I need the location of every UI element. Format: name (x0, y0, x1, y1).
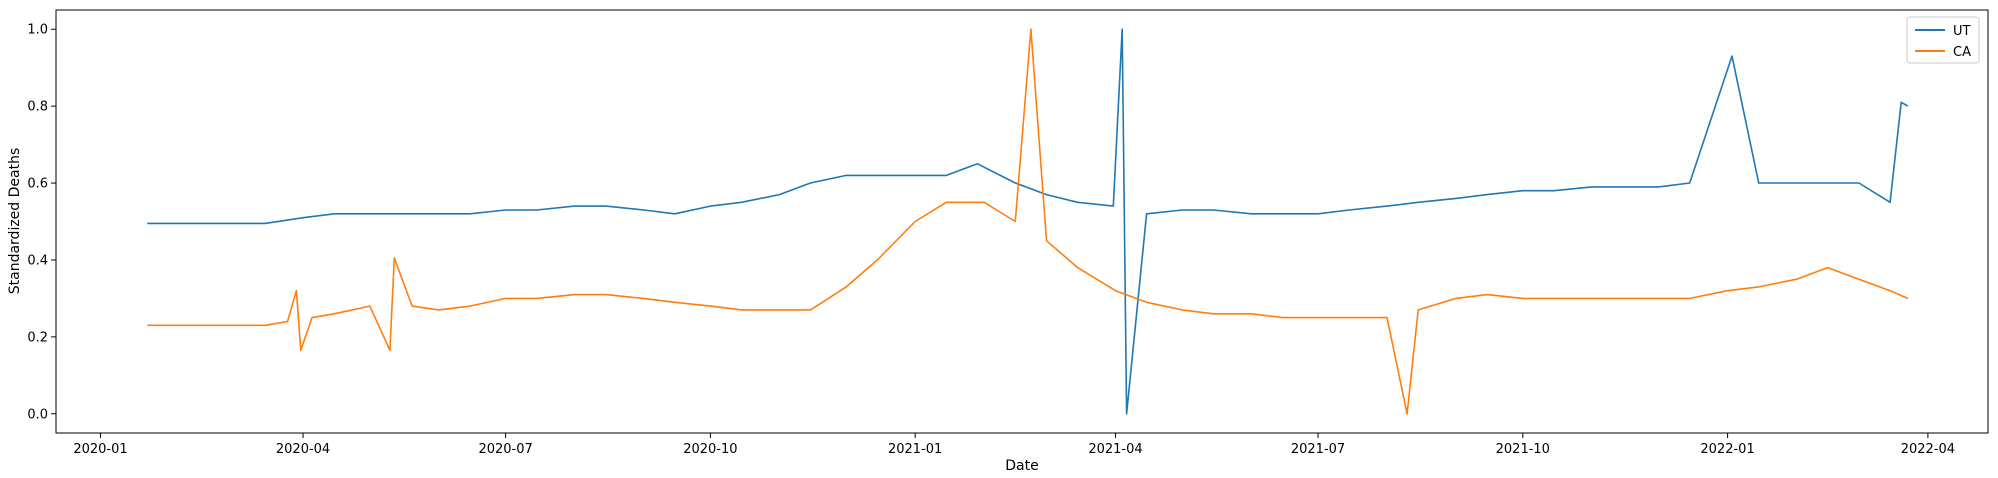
y-axis: 0.0 0.2 0.4 0.6 0.8 1.0 (27, 23, 56, 422)
y-tick-label: 1.0 (27, 23, 48, 38)
legend-label-ut: UT (1953, 24, 1971, 39)
legend-label-ca: CA (1953, 45, 1971, 60)
x-tick-label: 2022-04 (1901, 442, 1955, 457)
y-axis-label: Standardized Deaths (7, 148, 23, 295)
x-tick-label: 2021-07 (1291, 442, 1345, 457)
series-lines (147, 28, 1909, 415)
x-tick-label: 2020-07 (478, 442, 532, 457)
y-tick-label: 0.0 (27, 407, 48, 422)
x-axis-label: Date (1005, 458, 1038, 474)
legend: UT CA (1906, 16, 1980, 64)
y-tick-label: 0.6 (27, 177, 48, 192)
x-tick-label: 2020-04 (276, 442, 330, 457)
series-line-ca (147, 28, 1909, 415)
x-tick-label: 2021-01 (888, 442, 942, 457)
x-tick-label: 2020-10 (683, 442, 737, 457)
x-tick-label: 2020-01 (73, 442, 127, 457)
x-tick-label: 2021-04 (1088, 442, 1142, 457)
y-tick-label: 0.8 (27, 100, 48, 115)
plot-area (55, 9, 1989, 434)
y-tick-label: 0.4 (27, 253, 48, 268)
x-axis: 2020-01 2020-04 2020-07 2020-10 2021-01 2021-… (73, 433, 1955, 457)
x-tick-label: 2021-10 (1496, 442, 1550, 457)
y-tick-label: 0.2 (27, 330, 48, 345)
series-line-ut (147, 28, 1909, 415)
x-tick-label: 2022-01 (1700, 442, 1754, 457)
